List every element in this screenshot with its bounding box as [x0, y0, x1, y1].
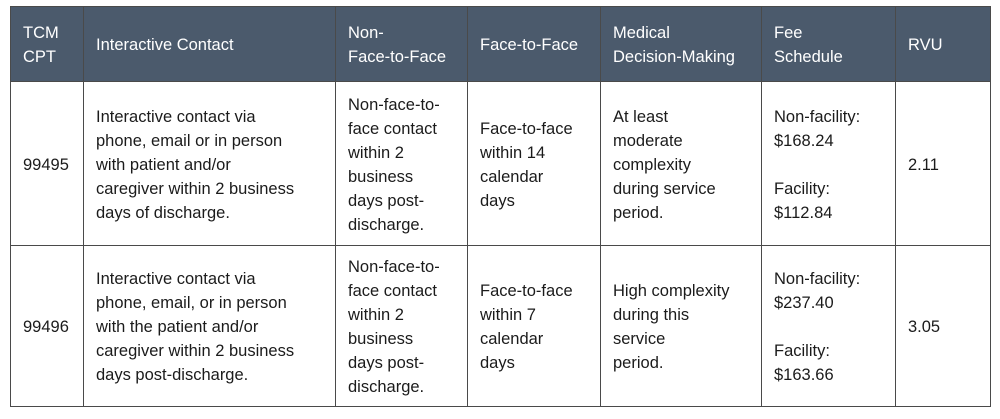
table-row: 99495 Interactive contact via phone, ema…: [10, 81, 991, 246]
cell-text-line: Face-to-face: [480, 282, 573, 300]
cell-text-line: days: [480, 354, 515, 372]
fee-spacer: [774, 153, 883, 177]
cell-text-line: business: [348, 167, 414, 186]
cell-text-line: period.: [613, 354, 664, 372]
header-text-line: Decision-Making: [613, 47, 735, 66]
cell-text-line: days: [480, 191, 515, 210]
fee-nonfacility-label: Non-facility:: [774, 270, 861, 288]
cell-text-line: days of discharge.: [96, 203, 230, 222]
fee-nonfacility-amount: $237.40: [774, 294, 834, 312]
fee-spacer: [774, 315, 883, 339]
cell-text-line: face contact: [348, 119, 437, 138]
tcm-cpt-table: TCM CPT Interactive Contact Non- Face-to…: [10, 6, 991, 407]
cell-text-line: face contact: [348, 282, 437, 300]
cell-text-line: during service: [613, 179, 716, 198]
header-medical-decision-making: Medical Decision-Making: [600, 6, 762, 82]
cell-text-line: At least: [613, 107, 669, 126]
header-fee-schedule: Fee Schedule: [761, 6, 896, 82]
fee-facility-label: Facility:: [774, 179, 830, 198]
table-row: 99496 Interactive contact via phone, ema…: [10, 245, 991, 407]
cell-text-line: days post-: [348, 191, 425, 210]
fee-facility-amount: $163.66: [774, 366, 834, 384]
header-text-line: Medical: [613, 23, 670, 42]
cell-text-line: with the patient and/or: [96, 318, 259, 336]
cell-text-line: days post-: [348, 354, 425, 372]
cell-text-line: within 7: [480, 306, 536, 324]
cpt-code-text: 99496: [23, 318, 69, 336]
cell-text-line: Non-face-to-: [348, 258, 440, 276]
fee-facility-amount: $112.84: [774, 203, 833, 222]
cell-text-line: High complexity: [613, 282, 730, 300]
cell-text-line: Non-face-to-: [348, 95, 440, 114]
cell-text-line: calendar: [480, 330, 544, 348]
cell-text-line: with patient and/or: [96, 155, 231, 174]
header-text-line: TCM: [23, 23, 59, 42]
cell-text-line: phone, email or in person: [96, 131, 283, 150]
cell-medical-decision-making: At least moderate complexity during serv…: [600, 81, 762, 246]
cell-face-to-face: Face-to-face within 7 calendar days: [467, 245, 601, 407]
tcm-table-container: TCM CPT Interactive Contact Non- Face-to…: [10, 6, 991, 407]
cell-text-line: phone, email, or in person: [96, 294, 287, 312]
cell-text-line: business: [348, 330, 414, 348]
cell-text-line: moderate: [613, 131, 683, 150]
fee-nonfacility-label: Non-facility:: [774, 107, 861, 126]
cell-non-face-to-face: Non-face-to- face contact within 2 busin…: [335, 81, 468, 246]
header-rvu: RVU: [895, 6, 991, 82]
header-interactive-contact: Interactive Contact: [83, 6, 336, 82]
cell-face-to-face: Face-to-face within 14 calendar days: [467, 81, 601, 246]
header-non-face-to-face: Non- Face-to-Face: [335, 6, 468, 82]
header-row: TCM CPT Interactive Contact Non- Face-to…: [10, 6, 991, 82]
cell-text-line: calendar: [480, 167, 544, 186]
header-tcm-cpt: TCM CPT: [10, 6, 84, 82]
cell-interactive-contact: Interactive contact via phone, email, or…: [83, 245, 336, 407]
header-text-line: Face-to-Face: [348, 47, 447, 66]
cell-text-line: Interactive contact via: [96, 270, 256, 288]
cell-text-line: discharge.: [348, 215, 425, 234]
cell-text-line: caregiver within 2 business: [96, 342, 295, 360]
fee-facility-label: Facility:: [774, 342, 830, 360]
cell-cpt-code: 99495: [10, 81, 84, 246]
header-face-to-face: Face-to-Face: [467, 6, 601, 82]
header-text-line: Fee: [774, 23, 803, 42]
cell-text-line: period.: [613, 203, 664, 222]
header-text-line: Face-to-Face: [480, 35, 579, 54]
header-text-line: RVU: [908, 35, 943, 54]
cell-text-line: discharge.: [348, 378, 425, 396]
cell-fee-schedule: Non-facility: $168.24 Facility: $112.84: [761, 81, 896, 246]
cell-text-line: Face-to-face: [480, 119, 573, 138]
cell-text-line: caregiver within 2 business: [96, 179, 295, 198]
cell-text-line: during this: [613, 306, 690, 324]
header-text-line: Schedule: [774, 47, 843, 66]
cell-text-line: service: [613, 330, 666, 348]
cell-text-line: within 2: [348, 143, 404, 162]
cell-non-face-to-face: Non-face-to- face contact within 2 busin…: [335, 245, 468, 407]
rvu-value: 3.05: [908, 318, 941, 336]
cell-text-line: within 2: [348, 306, 404, 324]
header-text-line: Non-: [348, 23, 384, 42]
cell-cpt-code: 99496: [10, 245, 84, 407]
header-text-line: Interactive Contact: [96, 35, 234, 54]
cell-text-line: complexity: [613, 155, 691, 174]
cell-rvu: 3.05: [895, 245, 991, 407]
cell-text-line: Interactive contact via: [96, 107, 256, 126]
fee-nonfacility-amount: $168.24: [774, 131, 834, 150]
cell-text-line: within 14: [480, 143, 546, 162]
cell-medical-decision-making: High complexity during this service peri…: [600, 245, 762, 407]
rvu-value: 2.11: [908, 155, 939, 174]
cell-interactive-contact: Interactive contact via phone, email or …: [83, 81, 336, 246]
header-text-line: CPT: [23, 47, 56, 66]
cpt-code-text: 99495: [23, 155, 69, 174]
cell-text-line: days post-discharge.: [96, 366, 249, 384]
cell-fee-schedule: Non-facility: $237.40 Facility: $163.66: [761, 245, 896, 407]
cell-rvu: 2.11: [895, 81, 991, 246]
